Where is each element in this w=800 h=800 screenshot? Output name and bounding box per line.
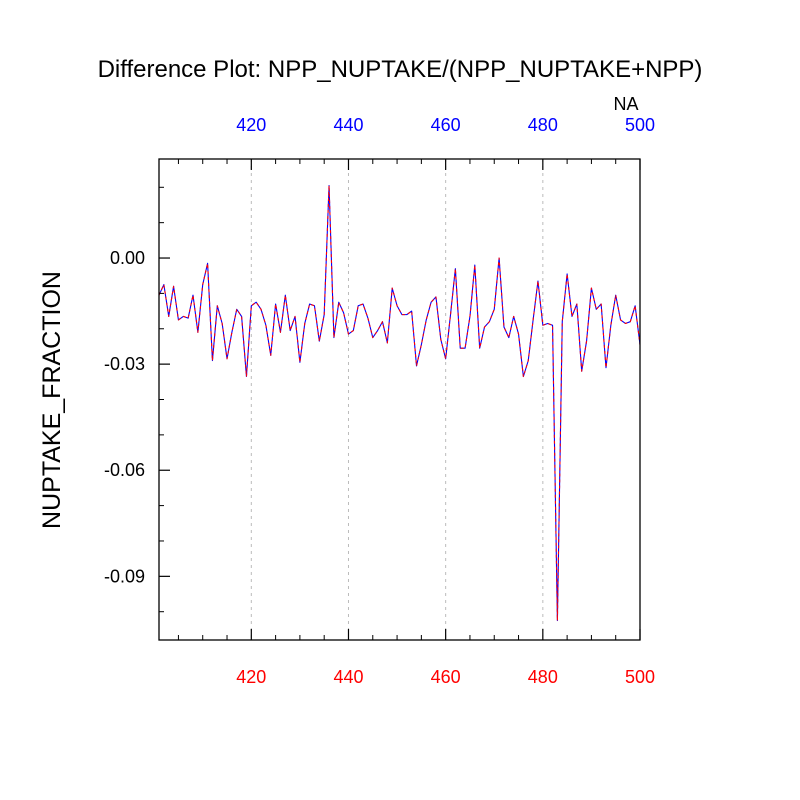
x-tick-label-top: 420 bbox=[236, 115, 266, 135]
series-layer bbox=[158, 184, 641, 622]
series-line bbox=[158, 184, 641, 622]
top-axis-title: NA bbox=[613, 94, 638, 114]
x-tick-label-top: 480 bbox=[528, 115, 558, 135]
y-tick-label: 0.00 bbox=[110, 248, 145, 268]
chart-title: Difference Plot: NPP_NUPTAKE/(NPP_NUPTAK… bbox=[98, 56, 703, 83]
series-line-dashed bbox=[158, 184, 641, 622]
x-tick-label-bottom: 500 bbox=[625, 667, 655, 687]
x-tick-label-top: 460 bbox=[431, 115, 461, 135]
y-axis-label: NUPTAKE_FRACTION bbox=[38, 271, 66, 529]
y-tick-label: -0.03 bbox=[104, 354, 145, 374]
axis-ticks bbox=[159, 159, 641, 640]
x-tick-label-bottom: 440 bbox=[333, 667, 363, 687]
x-tick-label-top: 440 bbox=[333, 115, 363, 135]
gridlines bbox=[250, 159, 544, 640]
x-tick-label-bottom: 460 bbox=[431, 667, 461, 687]
x-tick-label-bottom: 420 bbox=[236, 667, 266, 687]
tick-labels: 420 420 440 440 460 460 480 480 500 500 0.00 -0.03 -… bbox=[104, 115, 655, 687]
x-tick-label-top: 500 bbox=[625, 115, 655, 135]
y-tick-label: -0.09 bbox=[104, 566, 145, 586]
x-tick-label-bottom: 480 bbox=[528, 667, 558, 687]
plot-frame bbox=[158, 158, 641, 641]
y-tick-label: -0.06 bbox=[104, 460, 145, 480]
